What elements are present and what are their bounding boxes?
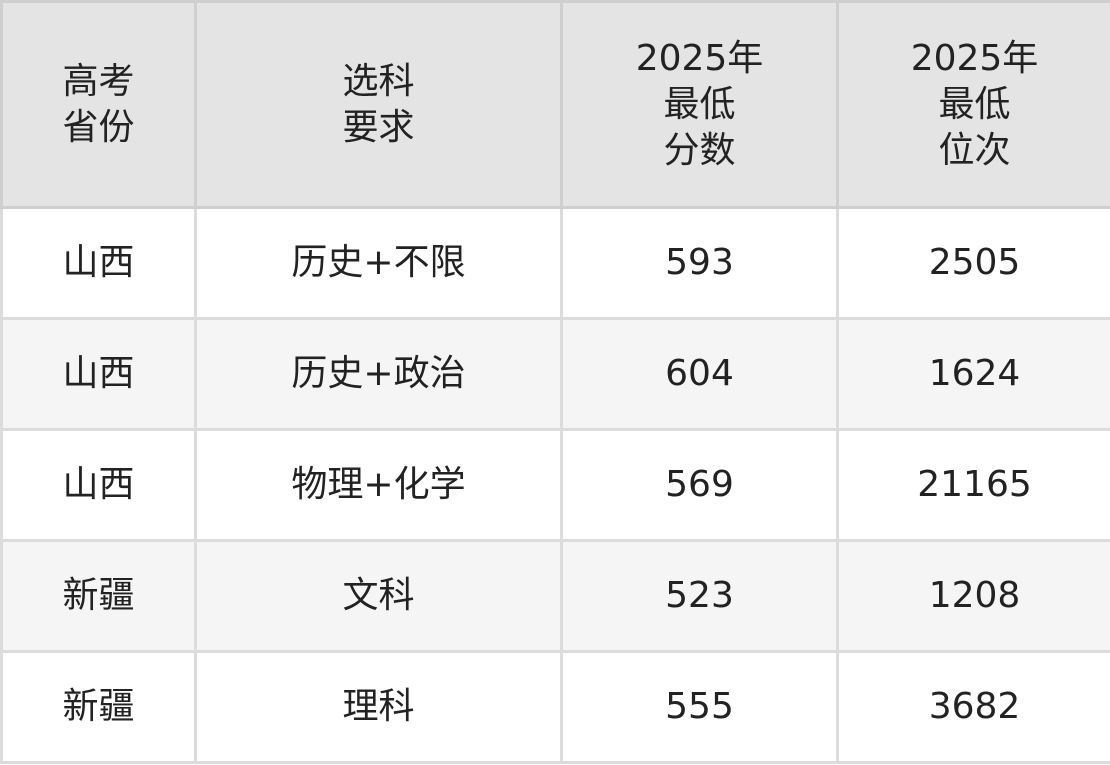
cell-rank: 1624 (836, 317, 1110, 431)
header-line: 省份 (62, 106, 135, 148)
cell-score: 569 (560, 428, 839, 542)
header-line: 最低 (663, 83, 736, 125)
header-line: 高考 (62, 60, 135, 102)
cell-score: 555 (560, 650, 839, 764)
header-line: 要求 (342, 106, 415, 148)
cell-subject: 物理+化学 (194, 428, 563, 542)
header-min-score: 2025年 最低 分数 (560, 0, 839, 209)
cell-province: 山西 (0, 317, 197, 431)
header-line: 分数 (663, 129, 736, 171)
cell-rank: 1208 (836, 539, 1110, 653)
cell-province: 新疆 (0, 650, 197, 764)
header-province: 高考 省份 (0, 0, 197, 209)
cell-province: 山西 (0, 428, 197, 542)
cell-subject: 文科 (194, 539, 563, 653)
header-row: 高考 省份 选科 要求 2025年 最低 分数 2025年 最低 位次 (0, 0, 1110, 209)
cell-subject: 理科 (194, 650, 563, 764)
cell-province: 山西 (0, 206, 197, 320)
table-row: 山西 历史+政治 604 1624 (0, 317, 1110, 431)
cell-province: 新疆 (0, 539, 197, 653)
table-row: 山西 物理+化学 569 21165 (0, 428, 1110, 542)
header-subject: 选科 要求 (194, 0, 563, 209)
header-line: 位次 (938, 129, 1011, 171)
header-line: 选科 (342, 60, 415, 102)
cell-rank: 3682 (836, 650, 1110, 764)
cell-rank: 2505 (836, 206, 1110, 320)
header-line: 2025年 (635, 37, 764, 79)
header-min-rank: 2025年 最低 位次 (836, 0, 1110, 209)
cell-score: 593 (560, 206, 839, 320)
cell-score: 523 (560, 539, 839, 653)
cell-rank: 21165 (836, 428, 1110, 542)
table-row: 山西 历史+不限 593 2505 (0, 206, 1110, 320)
cell-subject: 历史+不限 (194, 206, 563, 320)
table-row: 新疆 理科 555 3682 (0, 650, 1110, 764)
table-row: 新疆 文科 523 1208 (0, 539, 1110, 653)
cell-subject: 历史+政治 (194, 317, 563, 431)
header-line: 最低 (938, 83, 1011, 125)
cell-score: 604 (560, 317, 839, 431)
header-line: 2025年 (910, 37, 1039, 79)
